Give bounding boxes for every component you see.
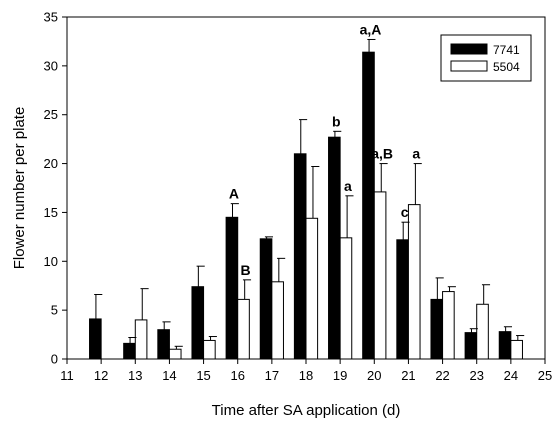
x-tick-label-14: 14 — [162, 368, 176, 383]
legend-label-5504: 5504 — [493, 60, 520, 74]
bar-5504-day-19 — [339, 237, 353, 360]
error-bars — [94, 38, 525, 350]
y-axis-title: Flower number per plate — [11, 107, 28, 270]
y-tick-label-5: 5 — [51, 303, 58, 318]
x-tick-label-21: 21 — [401, 368, 415, 383]
x-tick-label-22: 22 — [435, 368, 449, 383]
annotation-5504-day-19: a — [344, 178, 352, 194]
y-tick-label-20: 20 — [44, 156, 58, 171]
bar-7741-day-13 — [123, 342, 136, 360]
bar-7741-day-21 — [396, 239, 409, 360]
y-tick-label-30: 30 — [44, 58, 58, 73]
bar-7741-day-14 — [157, 329, 170, 360]
bar-7741-day-16 — [225, 216, 239, 360]
x-tick-label-23: 23 — [469, 368, 483, 383]
bar-5504-day-24 — [510, 339, 523, 360]
bar-5504-day-20 — [373, 191, 387, 360]
bar-5504-day-13 — [134, 319, 148, 360]
x-tick-label-12: 12 — [94, 368, 108, 383]
bar-5504-day-21 — [407, 204, 421, 360]
y-tick-label-0: 0 — [51, 352, 58, 367]
annotation-7741-day-20: a,A — [360, 21, 382, 37]
bar-7741-day-24 — [498, 331, 512, 360]
bar-5504-day-14 — [168, 348, 182, 360]
annotation-7741-day-16: A — [229, 186, 239, 202]
x-axis-title: Time after SA application (d) — [212, 402, 401, 419]
x-tick-label-13: 13 — [128, 368, 142, 383]
x-tick-label-19: 19 — [333, 368, 347, 383]
x-tick-label-18: 18 — [299, 368, 313, 383]
y-tick-label-25: 25 — [44, 107, 58, 122]
legend-swatch-7741 — [450, 43, 488, 55]
legend-box — [440, 34, 532, 82]
bar-7741-day-19 — [328, 136, 341, 360]
bar-7741-day-15 — [191, 286, 205, 360]
bar-7741-day-23 — [464, 332, 478, 360]
bar-5504-day-18 — [305, 217, 319, 360]
annotation-7741-day-21: c — [401, 204, 409, 220]
bar-7741-day-18 — [293, 153, 307, 360]
x-tick-label-16: 16 — [230, 368, 244, 383]
legend: 7741 5504 — [440, 34, 532, 82]
bar-7741-day-20 — [362, 51, 375, 360]
legend-label-7741: 7741 — [493, 43, 520, 57]
bar-7741-day-12 — [89, 318, 102, 360]
y-tick-label-35: 35 — [44, 10, 58, 25]
y-tick-label-10: 10 — [44, 254, 58, 269]
x-tick-label-25: 25 — [538, 368, 552, 383]
bar-5504-day-23 — [476, 303, 489, 360]
annotation-5504-day-21: a — [412, 146, 420, 162]
annotation-5504-day-20: a,B — [371, 146, 393, 162]
bar-5504-day-15 — [203, 339, 216, 360]
significance-labels: A Bb a a,A a,B c a — [229, 21, 420, 277]
bar-5504-day-16 — [237, 298, 250, 360]
x-tick-label-20: 20 — [367, 368, 381, 383]
x-tick-label-24: 24 — [504, 368, 518, 383]
bar-7741-day-17 — [259, 238, 273, 360]
axis-ticks: 11 12 13 14 15 16 17 18 19 20 21 22 23 24 25 0 5 10 15 20 25… — [44, 10, 553, 384]
x-tick-label-15: 15 — [196, 368, 210, 383]
x-tick-label-11: 11 — [60, 368, 74, 383]
x-tick-label-17: 17 — [265, 368, 279, 383]
legend-swatch-5504 — [450, 60, 488, 72]
bar-7741-day-22 — [430, 298, 444, 360]
bar-5504-day-17 — [271, 281, 284, 360]
annotation-5504-day-16: B — [240, 262, 250, 278]
bars — [89, 51, 523, 360]
bar-5504-day-22 — [442, 291, 455, 360]
y-tick-label-15: 15 — [44, 205, 58, 220]
annotation-7741-day-19: b — [332, 113, 341, 129]
